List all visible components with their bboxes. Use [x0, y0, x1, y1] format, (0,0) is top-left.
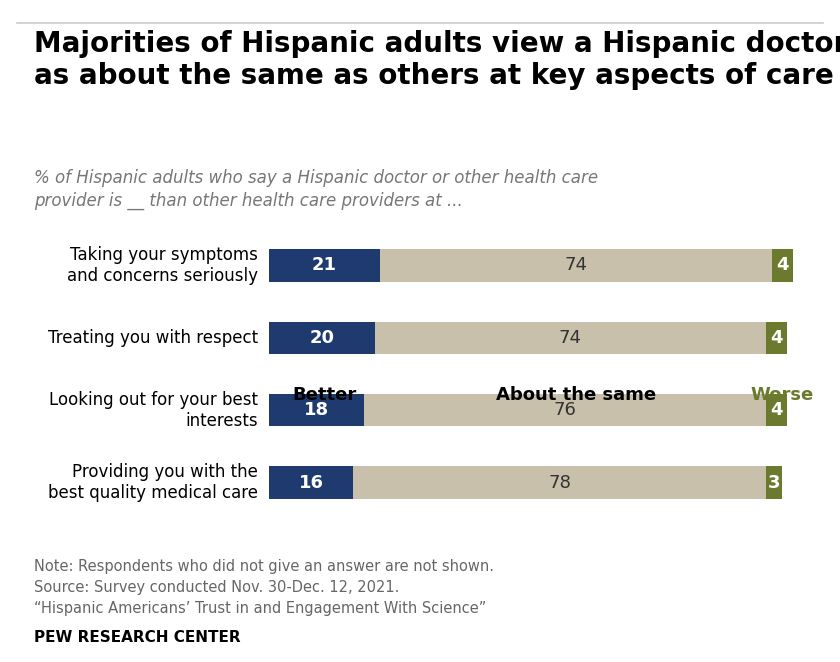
Bar	[269, 466, 354, 499]
Text: 4: 4	[770, 329, 783, 347]
Text: Better: Better	[292, 387, 356, 404]
Text: Note: Respondents who did not give an answer are not shown.
Source: Survey condu: Note: Respondents who did not give an an…	[34, 559, 494, 616]
Bar	[269, 394, 364, 426]
Bar	[766, 394, 787, 426]
Text: PEW RESEARCH CENTER: PEW RESEARCH CENTER	[34, 630, 240, 645]
Bar	[380, 249, 772, 282]
Text: Majorities of Hispanic adults view a Hispanic doctor
as about the same as others: Majorities of Hispanic adults view a His…	[34, 30, 840, 90]
Text: 4: 4	[776, 256, 789, 275]
Bar	[375, 322, 766, 354]
Bar	[766, 322, 787, 354]
Bar	[772, 249, 793, 282]
Text: % of Hispanic adults who say a Hispanic doctor or other health care
provider is : % of Hispanic adults who say a Hispanic …	[34, 169, 598, 210]
Text: 76: 76	[554, 401, 576, 419]
Text: 74: 74	[559, 329, 582, 347]
Text: 3: 3	[768, 473, 780, 492]
Text: 78: 78	[549, 473, 571, 492]
Text: 16: 16	[299, 473, 323, 492]
Text: 18: 18	[304, 401, 329, 419]
Text: 20: 20	[309, 329, 334, 347]
Bar	[364, 394, 766, 426]
Bar	[354, 466, 766, 499]
Text: 21: 21	[312, 256, 337, 275]
Text: 74: 74	[564, 256, 587, 275]
Text: 4: 4	[770, 401, 783, 419]
Bar	[269, 249, 380, 282]
Bar	[766, 466, 782, 499]
Text: About the same: About the same	[496, 387, 656, 404]
Bar	[269, 322, 375, 354]
Text: Worse: Worse	[750, 387, 814, 404]
